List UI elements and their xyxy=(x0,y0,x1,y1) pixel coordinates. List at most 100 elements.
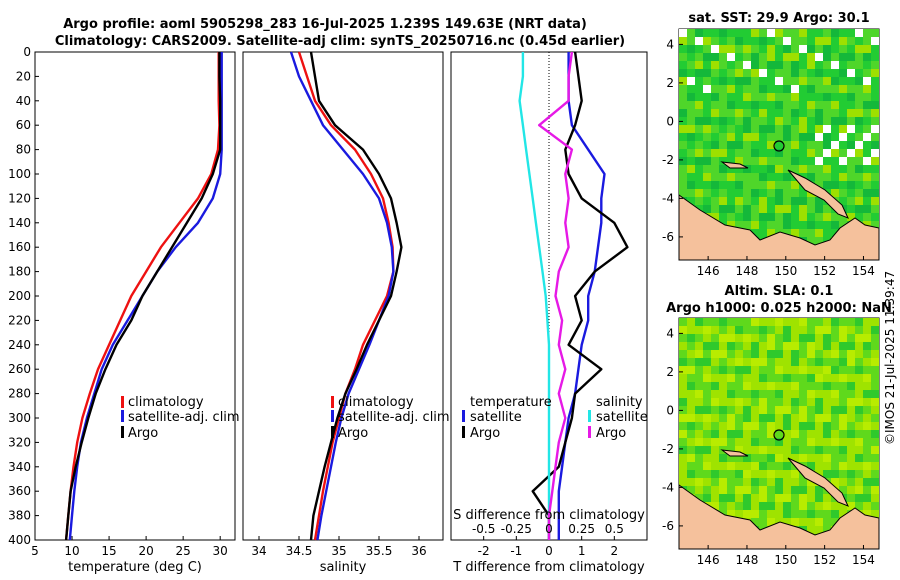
map-cell xyxy=(839,446,847,454)
map-cell xyxy=(831,173,839,181)
map-cell xyxy=(783,494,791,502)
map-cell xyxy=(815,53,823,61)
map-cell xyxy=(759,85,767,93)
y-tick-label: 320 xyxy=(8,435,31,449)
map-cell xyxy=(823,422,831,430)
map-cell xyxy=(751,390,759,398)
series-t-argo-line xyxy=(531,51,629,540)
map-cell xyxy=(847,470,855,478)
map-cell xyxy=(783,61,791,69)
map-cell xyxy=(759,350,767,358)
map-cell xyxy=(791,358,799,366)
map-cell xyxy=(735,390,743,398)
map-cell xyxy=(823,358,831,366)
map-cell xyxy=(695,117,703,125)
map-cell xyxy=(807,125,815,133)
map-cell xyxy=(823,430,831,438)
map-cell xyxy=(679,430,687,438)
map-cell xyxy=(863,101,871,109)
legend-climatology-label: climatology xyxy=(338,395,414,410)
map-cell xyxy=(719,358,727,366)
map-cell xyxy=(695,141,703,149)
map-cell xyxy=(871,125,879,133)
map-cell xyxy=(783,53,791,61)
map-cell xyxy=(831,518,839,526)
map-cell xyxy=(727,157,735,165)
map-cell xyxy=(703,358,711,366)
map-cell xyxy=(719,470,727,478)
map-cell xyxy=(703,157,711,165)
map-cell xyxy=(695,462,703,470)
map-cell xyxy=(799,494,807,502)
s-tick-label: -0.25 xyxy=(501,522,532,536)
map-cell xyxy=(751,438,759,446)
map-cell xyxy=(759,141,767,149)
legend-t-satellite-swatch xyxy=(462,410,465,422)
map-cell xyxy=(823,334,831,342)
map-cell xyxy=(783,109,791,117)
map-cell xyxy=(855,334,863,342)
map-cell xyxy=(799,438,807,446)
map-cell xyxy=(751,93,759,101)
map-cell xyxy=(695,53,703,61)
map-cell xyxy=(807,69,815,77)
map-cell xyxy=(687,181,695,189)
imos-timestamp: ©IMOS 21-Jul-2025 11:39:47 xyxy=(883,271,897,445)
map-cell xyxy=(831,366,839,374)
map-cell xyxy=(775,406,783,414)
map-cell xyxy=(719,109,727,117)
map-cell xyxy=(871,374,879,382)
map-cell xyxy=(855,366,863,374)
map-cell xyxy=(679,382,687,390)
legend-t-satellite-label: satellite xyxy=(470,410,522,425)
map-cell xyxy=(791,502,799,510)
map-cell xyxy=(751,133,759,141)
map-cell xyxy=(743,454,751,462)
map-cell xyxy=(815,85,823,93)
map-cell xyxy=(743,478,751,486)
map-cell xyxy=(815,334,823,342)
map-cell xyxy=(839,157,847,165)
map-cell xyxy=(783,502,791,510)
map-cell xyxy=(727,69,735,77)
map-cell xyxy=(783,510,791,518)
figure-title-line2: Climatology: CARS2009. Satellite-adj cli… xyxy=(55,34,625,49)
legend-t-argo-swatch xyxy=(462,426,465,438)
map-cell xyxy=(863,430,871,438)
map-cell xyxy=(871,406,879,414)
map-cell xyxy=(695,37,703,45)
map-cell xyxy=(767,478,775,486)
map-cell xyxy=(711,45,719,53)
map-cell xyxy=(719,173,727,181)
map-cell xyxy=(791,149,799,157)
map-cell xyxy=(767,454,775,462)
map-cell xyxy=(679,398,687,406)
map-cell xyxy=(727,502,735,510)
lat-tick-label: -6 xyxy=(662,230,674,244)
map-cell xyxy=(727,422,735,430)
map-cell xyxy=(735,101,743,109)
map-cell xyxy=(871,93,879,101)
map-cell xyxy=(799,165,807,173)
map-cell xyxy=(703,398,711,406)
map-cell xyxy=(863,45,871,53)
map-cell xyxy=(871,189,879,197)
difference-panel: -2 -1 0 1 2 S difference from climatology -0… xyxy=(450,51,648,575)
map-cell xyxy=(807,374,815,382)
legend-satellite-label: satellite-adj. clim xyxy=(338,410,450,425)
map-cell xyxy=(743,189,751,197)
map-cell xyxy=(847,494,855,502)
map-cell xyxy=(855,141,863,149)
map-cell xyxy=(711,133,719,141)
map-cell xyxy=(743,446,751,454)
map-cell xyxy=(759,342,767,350)
map-cell xyxy=(823,229,831,237)
map-cell xyxy=(847,45,855,53)
map-cell xyxy=(815,358,823,366)
sst-map-panel: sat. SST: 29.9 Argo: 30.1 146 148 150 152 15… xyxy=(662,11,880,278)
map-cell xyxy=(799,342,807,350)
map-cell xyxy=(679,470,687,478)
map-cell xyxy=(807,213,815,221)
map-cell xyxy=(775,109,783,117)
y-tick-label: 20 xyxy=(16,69,31,83)
